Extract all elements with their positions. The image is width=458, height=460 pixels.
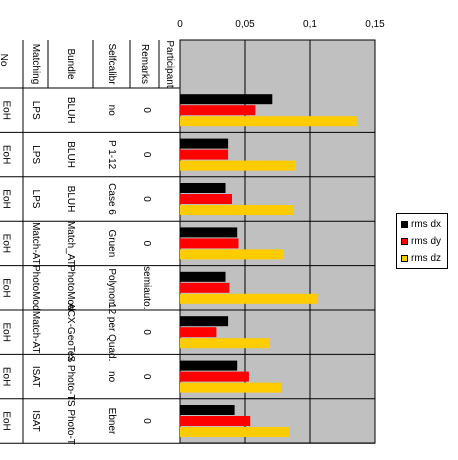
- row-matching: Match-AT: [30, 222, 41, 265]
- bar-rms-dz: [180, 338, 270, 349]
- row-remarks: semiauto.: [141, 266, 152, 309]
- legend: rms dx rms dy rms dz: [396, 213, 448, 269]
- row-bundle: IS Photo-T: [65, 353, 76, 401]
- row-remarks: 0: [141, 418, 152, 424]
- bar-rms-dz: [180, 205, 294, 215]
- row-selfcalibr: no: [106, 105, 117, 117]
- row-bundle: BLUH: [65, 97, 76, 124]
- row-remarks: 0: [141, 152, 152, 158]
- bar-rms-dz: [180, 427, 290, 437]
- x-tick-label: 0,1: [303, 19, 317, 30]
- row-first-cell: EoH: [0, 278, 11, 297]
- bar-rms-dx: [180, 271, 226, 282]
- row-selfcalibr: P 1-12: [106, 140, 117, 170]
- legend-swatch-dz: [401, 254, 408, 262]
- header-bundle: Bundle: [65, 48, 76, 80]
- x-tick-label: 0,15: [365, 19, 385, 30]
- data-table: No Matching Bundle Selfcalibr Remarks Partici…: [0, 40, 375, 445]
- row-first-cell: EoH: [0, 411, 11, 430]
- x-tick-label: 0,05: [235, 19, 255, 30]
- legend-swatch-dy: [401, 237, 408, 245]
- bar-rms-dy: [180, 238, 239, 249]
- bar-rms-dy: [180, 371, 249, 382]
- header-participant: Participant: [164, 40, 175, 87]
- row-matching: LPS: [30, 190, 41, 209]
- bar-rms-dz: [180, 249, 284, 260]
- bar-rms-dx: [180, 405, 235, 415]
- header-selfcalibr: Selfcalibr: [106, 43, 117, 85]
- row-selfcalibr: Case 6: [106, 183, 117, 215]
- row-remarks: 0: [141, 241, 152, 247]
- legend-label-dx: rms dx: [411, 219, 441, 230]
- row-selfcalibr: 12 per Quad.: [106, 303, 117, 361]
- bar-rms-dx: [180, 360, 238, 371]
- legend-swatch-dx: [401, 220, 408, 228]
- row-matching: ISAT: [30, 366, 41, 387]
- bar-rms-dx: [180, 94, 273, 105]
- row-matching: Match-AT: [30, 311, 41, 354]
- bar-rms-dy: [180, 194, 232, 204]
- legend-label-dz: rms dz: [411, 253, 441, 264]
- row-remarks: 0: [141, 374, 152, 380]
- row-remarks: 0: [141, 196, 152, 202]
- bar-rms-dy: [180, 105, 256, 116]
- row-first-cell: EoH: [0, 234, 11, 253]
- header-matching: Matching: [30, 44, 41, 85]
- row-matching: LPS: [30, 101, 41, 120]
- bar-rms-dz: [180, 293, 318, 304]
- row-remarks: 0: [141, 107, 152, 113]
- header-remarks: Remarks: [139, 44, 150, 84]
- row-bundle: IS Photo-T: [65, 397, 76, 445]
- row-matching: ISAT: [30, 410, 41, 431]
- header-first-column: No: [0, 54, 9, 67]
- x-axis: 0 0,05 0,1 0,15: [177, 19, 385, 30]
- bar-rms-dy: [180, 416, 251, 426]
- row-bundle: ACX-GeoTex: [65, 303, 76, 361]
- row-first-cell: EoH: [0, 367, 11, 386]
- row-matching: PhotoMod: [30, 265, 41, 311]
- bar-rms-dz: [180, 116, 357, 127]
- plot-area: [179, 39, 376, 444]
- row-bundle: BLUH: [65, 186, 76, 213]
- row-first-cell: EoH: [0, 322, 11, 341]
- bar-rms-dy: [180, 282, 230, 293]
- bar-rms-dx: [180, 183, 226, 193]
- row-selfcalibr: Ebner: [106, 408, 117, 435]
- legend-item-rms-dz: rms dz: [401, 253, 441, 265]
- bar-rms-dz: [180, 382, 282, 393]
- row-bundle: BLUH: [65, 141, 76, 168]
- row-selfcalibr: Gruen: [106, 230, 117, 258]
- row-bundle: Match_AT: [65, 221, 76, 266]
- row-selfcalibr: Polynom: [106, 268, 117, 307]
- row-first-cell: EoH: [0, 189, 11, 208]
- row-bundle: PhotoMod: [65, 265, 76, 311]
- bar-rms-dy: [180, 327, 217, 338]
- bar-rms-dx: [180, 138, 229, 149]
- bar-rms-dx: [180, 227, 238, 238]
- row-matching: LPS: [30, 145, 41, 164]
- bar-rms-dy: [180, 149, 229, 160]
- bar-rms-dx: [180, 316, 229, 327]
- row-first-cell: EoH: [0, 145, 11, 164]
- row-first-cell: EoH: [0, 100, 11, 119]
- row-selfcalibr: no: [106, 371, 117, 383]
- x-tick-label: 0: [177, 19, 183, 30]
- row-remarks: 0: [141, 329, 152, 335]
- legend-label-dy: rms dy: [411, 236, 441, 247]
- legend-item-rms-dy: rms dy: [401, 236, 441, 248]
- bar-rms-dz: [180, 160, 296, 171]
- legend-item-rms-dx: rms dx: [401, 219, 441, 231]
